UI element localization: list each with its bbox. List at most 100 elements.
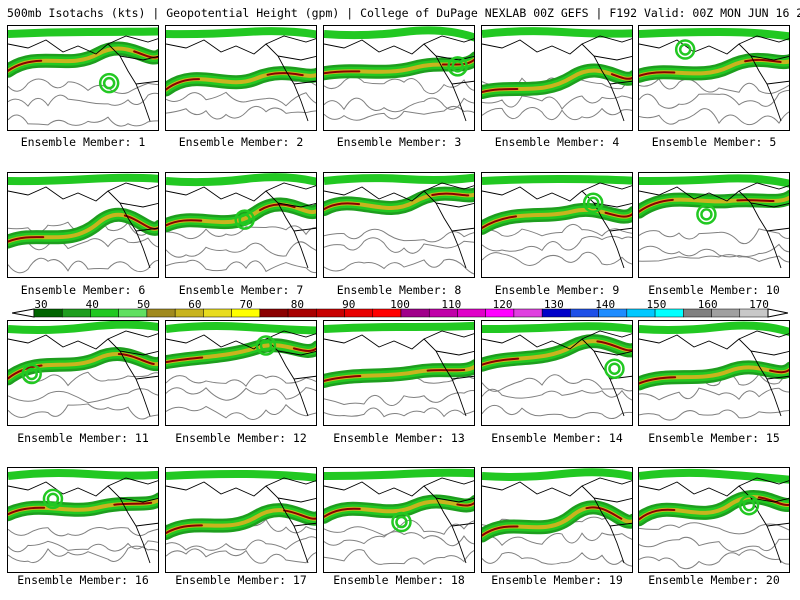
closed-low [25, 367, 38, 381]
coastline [8, 182, 158, 269]
colorbar-label: 150 [646, 298, 667, 311]
closed-low [238, 213, 251, 226]
jet-isotach [639, 496, 789, 521]
coastline [639, 35, 789, 122]
height-contour [166, 241, 316, 258]
height-contour [639, 549, 789, 570]
height-contour [324, 105, 474, 121]
colorbar-swatch [316, 308, 345, 318]
closed-low [700, 208, 713, 221]
ensemble-map [482, 27, 632, 122]
jet-isotach [8, 499, 158, 516]
height-contour [324, 97, 474, 113]
height-contour [166, 91, 316, 107]
ensemble-map [482, 468, 632, 567]
height-contour [8, 527, 158, 537]
jet-isotach [8, 173, 158, 186]
ensemble-member-label: Ensemble Member: 18 [333, 573, 465, 587]
closed-low [678, 43, 692, 56]
height-contour [8, 403, 158, 420]
jet-isotach [166, 344, 316, 364]
jet-isotach [166, 469, 316, 482]
height-contour [482, 552, 632, 567]
height-contour [639, 387, 789, 401]
height-contour [482, 107, 632, 121]
jet-isotach [639, 468, 789, 484]
jet-isotach [482, 322, 632, 334]
ensemble-member-label: Ensemble Member: 1 [20, 135, 146, 149]
height-contour [166, 387, 316, 401]
closed-low [391, 511, 412, 533]
height-contour [639, 78, 789, 94]
closed-low [608, 362, 621, 375]
height-contour [8, 257, 158, 274]
height-contour [639, 243, 789, 258]
closed-low [447, 56, 468, 77]
ensemble-map [166, 322, 316, 420]
ensemble-panel [323, 25, 475, 131]
colorbar-swatch [513, 308, 543, 318]
jet-isotach [482, 69, 632, 94]
closed-low [742, 498, 756, 512]
jet-isotach [8, 468, 158, 480]
ensemble-map [8, 321, 158, 420]
height-contour [639, 228, 789, 245]
height-contour [8, 92, 158, 107]
jet-isotach [482, 506, 632, 537]
height-contour [482, 388, 632, 401]
ensemble-map [482, 322, 632, 420]
ensemble-member-label: Ensemble Member: 8 [336, 283, 462, 297]
jet-isotach [166, 322, 316, 335]
jet-isotach [324, 500, 474, 518]
jet-isotach [166, 203, 316, 227]
colorbar-label: 50 [136, 298, 151, 311]
colorbar-swatch [146, 308, 176, 318]
closed-low [259, 339, 273, 352]
coastline [324, 35, 474, 122]
ensemble-panel [638, 25, 790, 131]
closed-low [604, 358, 625, 379]
height-contour [324, 407, 474, 418]
ensemble-member-label: Ensemble Member: 15 [648, 431, 780, 445]
closed-low [255, 335, 277, 356]
ensemble-member-label: Ensemble Member: 3 [336, 135, 462, 149]
height-contour [482, 224, 632, 237]
ensemble-map [639, 174, 789, 269]
ensemble-map [166, 173, 316, 273]
ensemble-panel [323, 467, 475, 573]
coastline [482, 182, 632, 269]
ensemble-panel [481, 172, 633, 278]
jet-isotach [324, 321, 474, 333]
height-contour [482, 374, 632, 392]
ensemble-map [639, 321, 789, 421]
jet-isotach [639, 58, 789, 77]
coastline [8, 330, 158, 417]
height-contour [8, 388, 158, 404]
ensemble-member-label: Ensemble Member: 2 [178, 135, 304, 149]
height-contour [482, 532, 632, 547]
coastline [482, 330, 632, 417]
coastline [324, 182, 474, 269]
jet-isotach [482, 340, 632, 366]
closed-low [586, 196, 600, 210]
ensemble-member-label: Ensemble Member: 12 [175, 431, 307, 445]
ensemble-panel [7, 25, 159, 131]
ensemble-panel [638, 172, 790, 278]
height-contour [639, 254, 789, 263]
colorbar-label: 30 [34, 298, 48, 311]
ensemble-map [8, 468, 158, 564]
ensemble-panel [323, 172, 475, 278]
jet-isotach [324, 173, 474, 185]
ensemble-map [166, 27, 316, 122]
ensemble-member-label: Ensemble Member: 14 [491, 431, 623, 445]
colorbar-label: 70 [239, 298, 253, 311]
closed-low [98, 72, 120, 94]
height-contour [8, 545, 158, 564]
height-contour [639, 522, 789, 535]
closed-low [674, 39, 696, 60]
height-contour [324, 531, 474, 547]
jet-isotach [639, 196, 789, 213]
colorbar-label: 160 [697, 298, 718, 311]
coastline [8, 477, 158, 564]
ensemble-panel [481, 25, 633, 131]
